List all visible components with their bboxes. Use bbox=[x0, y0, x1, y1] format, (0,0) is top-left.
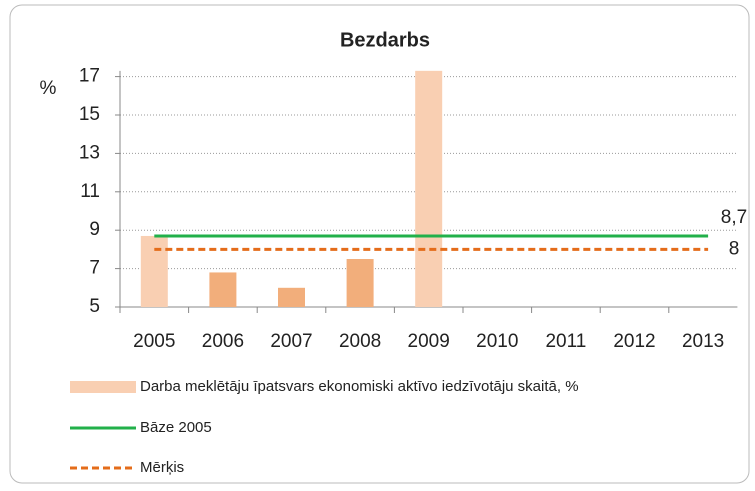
x-tick-label: 2012 bbox=[613, 331, 655, 352]
bar bbox=[278, 287, 305, 307]
x-tick-label: 2009 bbox=[408, 331, 450, 352]
x-tick-label: 2007 bbox=[270, 331, 312, 352]
y-axis-label: % bbox=[40, 78, 57, 99]
value-label: 8,7 bbox=[721, 207, 747, 228]
x-tick-label: 2011 bbox=[545, 331, 586, 352]
x-tick-label: 2008 bbox=[339, 331, 381, 352]
legend-label: Mērķis bbox=[140, 459, 184, 476]
legend-label: Bāze 2005 bbox=[140, 419, 212, 436]
x-tick-label: 2006 bbox=[202, 331, 244, 352]
bar bbox=[209, 272, 237, 307]
y-tick-label: 13 bbox=[79, 142, 100, 163]
bar bbox=[346, 259, 374, 307]
y-tick-label: 9 bbox=[89, 219, 100, 240]
y-tick-label: 5 bbox=[89, 296, 100, 317]
chart-title: Bezdarbs bbox=[340, 29, 430, 51]
x-tick-label: 2013 bbox=[682, 331, 724, 352]
value-label: 8 bbox=[729, 238, 740, 259]
bar bbox=[415, 70, 443, 307]
legend-swatch bbox=[70, 381, 136, 393]
y-tick-label: 17 bbox=[79, 66, 100, 87]
y-tick-label: 11 bbox=[80, 181, 100, 202]
x-tick-label: 2010 bbox=[476, 331, 518, 352]
frame bbox=[9, 4, 750, 484]
y-tick-label: 7 bbox=[89, 258, 100, 279]
x-tick-label: 2005 bbox=[133, 331, 175, 352]
bar bbox=[140, 235, 168, 307]
legend-label: Darba meklētāju īpatsvars ekonomiski akt… bbox=[140, 378, 579, 395]
y-tick-label: 15 bbox=[79, 104, 100, 125]
